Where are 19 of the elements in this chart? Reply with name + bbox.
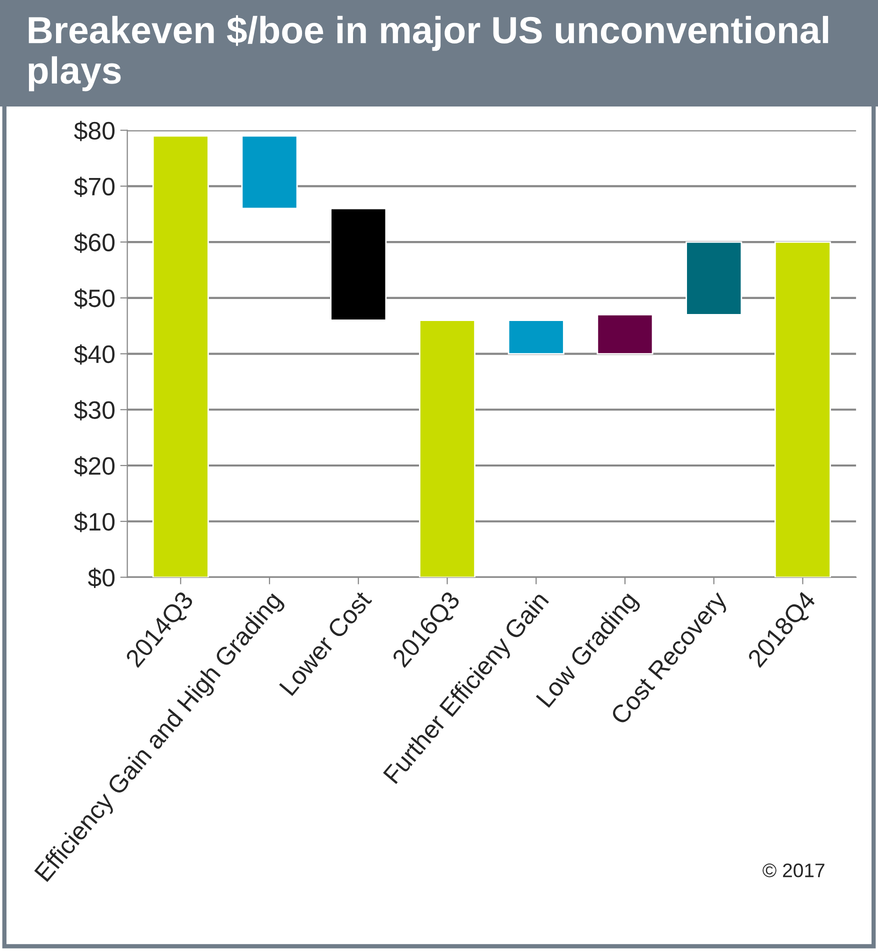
y-tick-label: $20 <box>74 456 115 476</box>
bar <box>152 135 209 578</box>
y-tick-label: $40 <box>74 344 115 365</box>
bar <box>508 320 564 354</box>
y-tick-label: $10 <box>74 512 115 532</box>
chart-title: Breakeven $/boe in major US unconventional plays <box>28 15 828 92</box>
y-tick-label: $70 <box>74 176 115 197</box>
text: © 2017 <box>762 864 824 878</box>
y-tick-label: $50 <box>74 288 115 309</box>
y-tick-label: $60 <box>74 232 115 253</box>
bar <box>596 314 654 354</box>
bar <box>419 320 476 578</box>
y-tick-label: $0 <box>88 568 115 588</box>
bar <box>241 135 298 210</box>
y-tick-label: $80 <box>74 120 115 142</box>
y-tick-label: $30 <box>74 400 115 420</box>
bar <box>774 241 831 578</box>
bar <box>330 208 387 321</box>
bar <box>686 241 742 316</box>
